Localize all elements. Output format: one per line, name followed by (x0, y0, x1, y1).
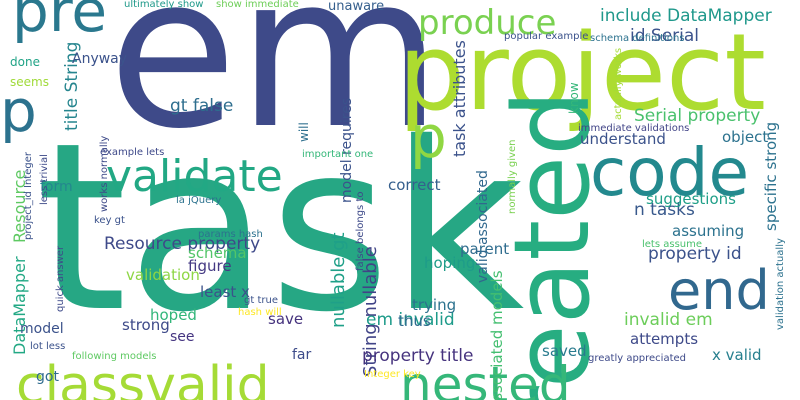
cloud-word: validate (106, 151, 283, 202)
cloud-word: see (170, 329, 195, 345)
cloud-word: valid associated (475, 170, 491, 283)
cloud-word: attempts (630, 330, 699, 348)
cloud-word: lot less (30, 341, 66, 352)
cloud-word: em (108, 0, 442, 175)
cloud-word: x valid (712, 346, 762, 364)
cloud-word: Serial property (634, 106, 761, 126)
cloud-word: example lets (100, 147, 165, 158)
cloud-word: produce (418, 3, 557, 43)
cloud-word: unaware (328, 0, 385, 14)
cloud-word: Anyway (72, 51, 128, 67)
cloud-word: project_id Integer (23, 152, 34, 240)
cloud-word: ultimately show (124, 0, 204, 10)
cloud-word: params hash (198, 229, 263, 240)
cloud-word: least x (200, 283, 250, 301)
cloud-word: key gt (94, 215, 125, 226)
cloud-word: actually works (613, 47, 624, 120)
cloud-word: trying (412, 296, 457, 314)
cloud-word: assuming (672, 222, 745, 240)
cloud-word: important one (302, 149, 374, 160)
cloud-word: code (590, 134, 750, 211)
cloud-word: far (292, 347, 312, 363)
cloud-word: form (40, 179, 73, 195)
cloud-word: validation (126, 266, 200, 284)
cloud-word: end (668, 259, 770, 322)
cloud-word: following models (72, 351, 157, 362)
cloud-word: show immediate (216, 0, 299, 10)
cloud-word: will (297, 122, 311, 142)
cloud-word: strong (122, 316, 170, 334)
cloud-word: n tasks (634, 200, 695, 220)
cloud-word: parent (460, 240, 510, 258)
cloud-word: know (567, 82, 581, 114)
cloud-word: correct (388, 176, 441, 194)
cloud-word: object (722, 128, 769, 146)
cloud-word: Resource property (104, 234, 261, 254)
cloud-word: thus (398, 312, 431, 330)
cloud-word: property id (648, 244, 742, 264)
cloud-word: hash will (238, 307, 282, 318)
cloud-word: validation actually (775, 238, 786, 330)
cloud-word: pre (12, 0, 108, 45)
cloud-word: nested (400, 356, 571, 400)
cloud-word: immediate validations (578, 123, 690, 134)
cloud-word: done (10, 55, 40, 69)
cloud-word: false belongs to (355, 191, 366, 271)
cloud-word: understand (580, 130, 666, 148)
cloud-word: task attributes (450, 40, 469, 157)
cloud-word: model (20, 321, 64, 337)
cloud-word: property title (362, 346, 474, 366)
cloud-word: saved (542, 342, 587, 360)
cloud-word: em invalid (366, 310, 455, 330)
cloud-word: suggestions (646, 190, 736, 208)
cloud-word: gt true (244, 295, 278, 306)
cloud-word: associated models (488, 270, 506, 400)
cloud-word: schema (188, 244, 247, 262)
cloud-word: seems (10, 75, 49, 89)
cloud-word: hoped (150, 306, 197, 324)
cloud-word: gt false (170, 96, 234, 116)
cloud-word: classvalid (16, 356, 270, 400)
cloud-word: p (0, 77, 37, 145)
cloud-word: got (36, 369, 59, 385)
cloud-word: hoping (424, 254, 476, 272)
cloud-word: la jQuery (176, 195, 222, 206)
cloud-word: invalid em (624, 310, 713, 330)
cloud-word: Integer key (364, 369, 421, 380)
cloud-word: DataMapper (10, 256, 29, 355)
cloud-word: include DataMapper (600, 6, 772, 26)
cloud-word: task (36, 93, 525, 363)
cloud-word: project (398, 11, 766, 134)
cloud-word: quick answer (55, 245, 66, 312)
cloud-word: normally given (507, 139, 518, 214)
cloud-word: less trivial (39, 154, 50, 205)
cloud-word: id Serial (630, 26, 700, 46)
cloud-word: p (410, 103, 447, 171)
cloud-word: nullable gt (328, 232, 349, 328)
cloud-word: lets assume (642, 239, 703, 250)
cloud-word: schema definitions (590, 33, 685, 44)
cloud-word: save (268, 310, 304, 328)
cloud-word: popular example (504, 31, 589, 42)
cloud-word: figure (188, 257, 232, 275)
cloud-word: greatly appreciated (588, 353, 687, 364)
